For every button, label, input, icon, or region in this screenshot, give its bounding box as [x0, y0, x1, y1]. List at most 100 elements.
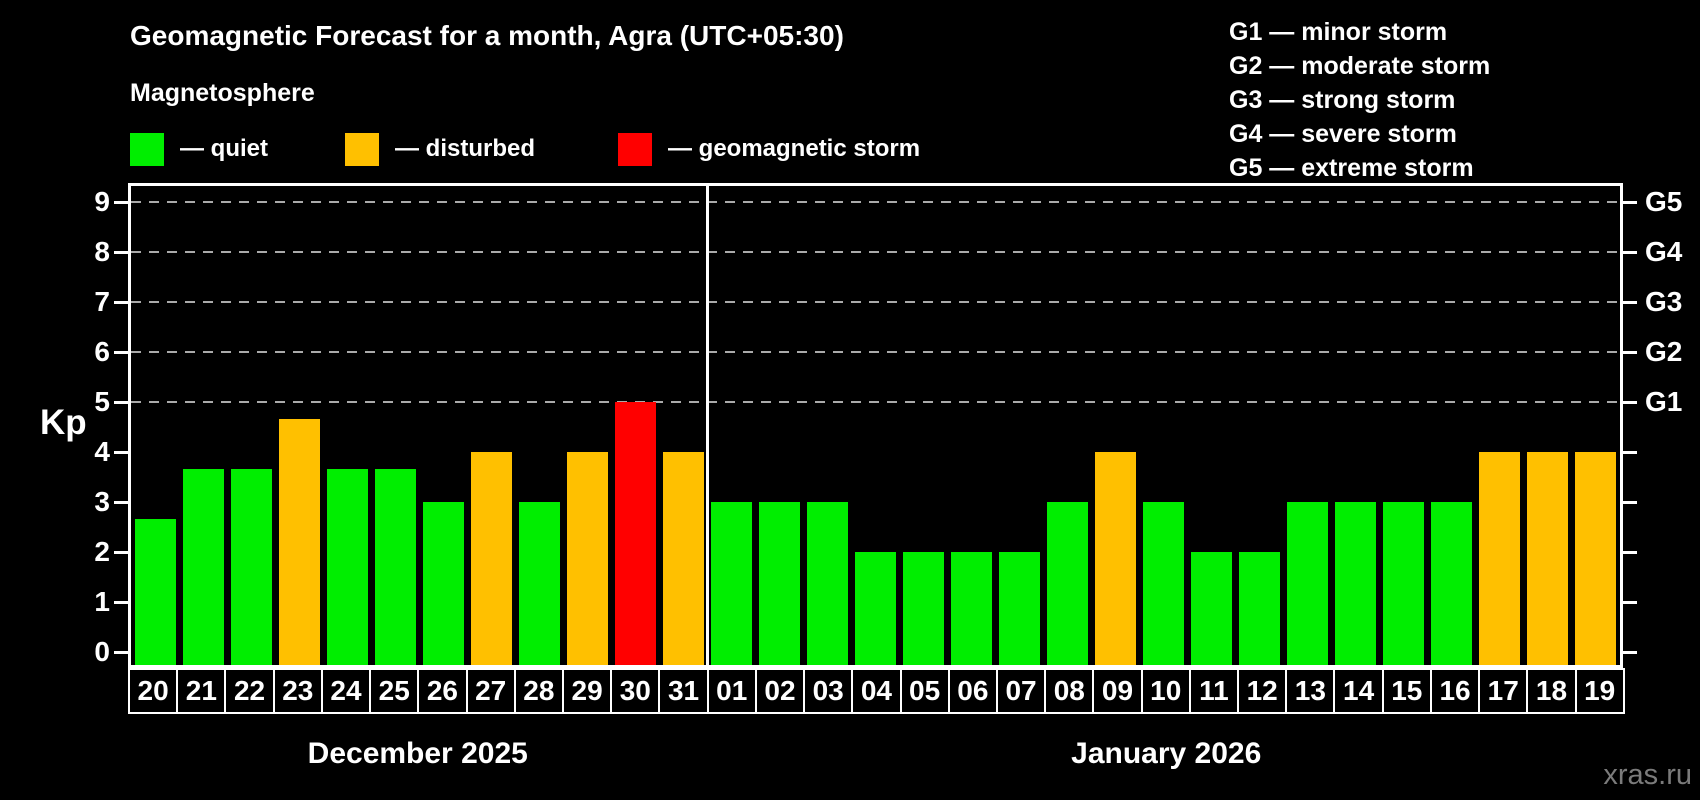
- bar-day-13: [1287, 502, 1329, 665]
- quiet-label: — quiet: [180, 135, 268, 162]
- day-label-16: 16: [1432, 670, 1481, 712]
- bar-day-06: [951, 552, 993, 665]
- day-label-20: 20: [130, 670, 179, 712]
- day-label-25: 25: [371, 670, 420, 712]
- bar-day-17: [1479, 452, 1521, 665]
- y-tick-label-9: 9: [94, 186, 110, 217]
- month-label-december: December 2025: [307, 737, 528, 770]
- right-tick-kp-0: [1623, 650, 1637, 654]
- day-label-22: 22: [226, 670, 275, 712]
- bar-day-08: [1047, 502, 1089, 665]
- storm-label: — geomagnetic storm: [668, 135, 921, 162]
- bar-day-14: [1335, 502, 1377, 665]
- day-label-31: 31: [660, 670, 709, 712]
- right-axis-label-g5: G5: [1645, 186, 1683, 217]
- right-tick-kp-3: [1623, 500, 1637, 504]
- day-label-06: 06: [950, 670, 998, 712]
- right-tick-kp-7: [1623, 300, 1637, 304]
- right-axis-label-g4: G4: [1645, 236, 1683, 267]
- bar-day-04: [854, 552, 896, 665]
- gridline-kp-5: [131, 401, 1620, 403]
- legend-item-quiet: — quiet: [130, 132, 268, 166]
- watermark: xras.ru: [1603, 759, 1692, 791]
- right-tick-kp-1: [1623, 600, 1637, 604]
- day-label-07: 07: [998, 670, 1047, 712]
- bar-day-23: [278, 418, 320, 665]
- bar-day-16: [1431, 502, 1473, 665]
- left-tick-kp-4: [114, 450, 128, 454]
- day-label-27: 27: [468, 670, 516, 712]
- magnetosphere-subtitle: Magnetosphere: [130, 79, 315, 107]
- y-tick-label-5: 5: [94, 386, 110, 417]
- y-axis-title: Kp: [40, 403, 87, 442]
- bar-day-20: [134, 518, 176, 665]
- day-label-29: 29: [564, 670, 613, 712]
- g-scale-legend: G1 — minor storm G2 — moderate storm G3 …: [1229, 15, 1490, 185]
- day-label-04: 04: [853, 670, 902, 712]
- day-label-11: 11: [1191, 670, 1240, 712]
- day-label-15: 15: [1384, 670, 1432, 712]
- day-label-17: 17: [1480, 670, 1529, 712]
- g2-legend-line: G2 — moderate storm: [1229, 52, 1491, 80]
- gridline-kp-6: [131, 351, 1620, 353]
- bar-day-19: [1575, 452, 1617, 665]
- left-tick-kp-9: [114, 200, 128, 204]
- y-tick-label-1: 1: [94, 586, 110, 617]
- day-label-01: 01: [709, 670, 757, 712]
- right-tick-kp-6: [1623, 350, 1637, 354]
- legend-item-disturbed: — disturbed: [345, 132, 535, 166]
- month-label-january: January 2026: [1071, 737, 1262, 770]
- bar-day-31: [662, 452, 704, 665]
- bar-day-01: [710, 502, 752, 665]
- day-label-24: 24: [323, 670, 372, 712]
- bar-day-27: [470, 452, 512, 665]
- bar-day-28: [518, 502, 560, 665]
- left-tick-kp-8: [114, 250, 128, 254]
- left-tick-kp-6: [114, 350, 128, 354]
- g1-legend-line: G1 — minor storm: [1229, 18, 1448, 46]
- day-label-08: 08: [1046, 670, 1095, 712]
- right-tick-kp-5: [1623, 400, 1637, 404]
- day-label-19: 19: [1584, 675, 1616, 706]
- bar-day-21: [182, 468, 224, 665]
- bar-day-29: [566, 452, 608, 665]
- g3-legend-line: G3 — strong storm: [1229, 86, 1456, 114]
- month-separator-line: [705, 186, 709, 665]
- y-tick-label-4: 4: [94, 436, 110, 467]
- right-axis-label-g3: G3: [1645, 286, 1683, 317]
- day-label-03: 03: [805, 670, 854, 712]
- storm-color-swatch: [618, 132, 652, 166]
- page-title: Geomagnetic Forecast for a month, Agra (…: [130, 20, 844, 51]
- bar-day-07: [999, 552, 1041, 665]
- right-tick-kp-4: [1623, 450, 1637, 454]
- disturbed-label: — disturbed: [395, 135, 536, 162]
- y-tick-label-0: 0: [94, 636, 110, 667]
- day-label-23: 23: [275, 670, 323, 712]
- right-tick-kp-2: [1623, 550, 1637, 554]
- bar-day-11: [1191, 552, 1233, 665]
- day-label-21: 21: [178, 670, 227, 712]
- day-label-30: 30: [612, 670, 661, 712]
- y-tick-label-7: 7: [94, 286, 110, 317]
- plot-area: [128, 183, 1623, 668]
- day-label-05: 05: [902, 670, 950, 712]
- day-label-18: 18: [1528, 670, 1577, 712]
- left-tick-kp-1: [114, 600, 128, 604]
- right-tick-kp-9: [1623, 200, 1637, 204]
- left-tick-kp-7: [114, 300, 128, 304]
- day-label-02: 02: [757, 670, 806, 712]
- g5-legend-line: G5 — extreme storm: [1229, 154, 1474, 182]
- y-tick-label-2: 2: [94, 536, 110, 567]
- bar-day-05: [903, 552, 945, 665]
- day-axis-row: 20 21 22 23 24 25 26 27 28 29 30 31 01 02 03 04 05 06 07 08…: [128, 668, 1625, 714]
- bar-day-12: [1239, 552, 1281, 665]
- bar-day-18: [1527, 452, 1569, 665]
- gridline-kp-9: [131, 201, 1620, 203]
- y-tick-label-8: 8: [94, 236, 110, 267]
- bar-day-15: [1383, 502, 1425, 665]
- bar-day-02: [758, 502, 800, 665]
- bar-day-24: [326, 468, 368, 665]
- legend-item-storm: — geomagnetic storm: [618, 132, 920, 166]
- bar-day-10: [1143, 502, 1185, 665]
